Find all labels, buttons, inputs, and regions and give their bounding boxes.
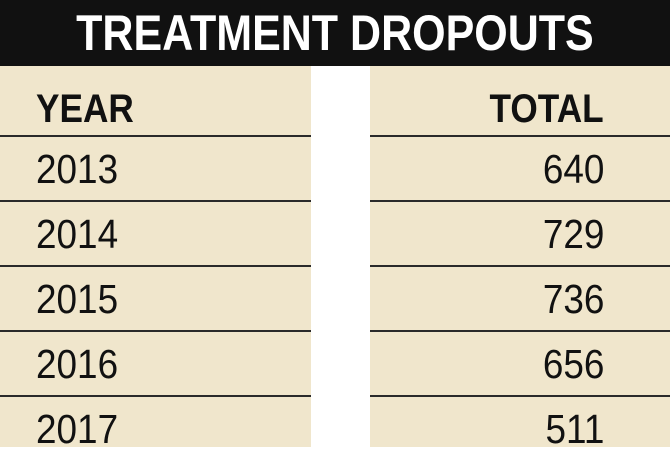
year-column: YEAR 2013 2014 2015 2016 2017 — [0, 66, 311, 452]
total-header-label: TOTAL — [489, 87, 604, 131]
row-divider — [370, 330, 670, 332]
year-cell: 2015 — [0, 267, 311, 331]
row-divider — [0, 200, 311, 202]
row-divider — [370, 200, 670, 202]
year-value: 2017 — [36, 406, 119, 452]
total-column: TOTAL 640 729 736 656 511 — [370, 66, 670, 452]
row-divider — [0, 330, 311, 332]
row-divider — [0, 135, 311, 137]
year-value: 2013 — [36, 146, 119, 192]
total-value: 736 — [542, 276, 604, 322]
row-divider — [370, 135, 670, 137]
total-column-header: TOTAL — [370, 74, 670, 144]
total-cell: 656 — [370, 332, 670, 396]
year-column-header: YEAR — [0, 74, 311, 144]
year-cell: 2013 — [0, 137, 311, 201]
year-cell: 2014 — [0, 202, 311, 266]
total-value: 640 — [542, 146, 604, 192]
row-divider — [370, 265, 670, 267]
year-value: 2015 — [36, 276, 119, 322]
table-title: TREATMENT DROPOUTS — [0, 0, 670, 66]
total-cell: 640 — [370, 137, 670, 201]
total-value: 511 — [545, 406, 604, 452]
total-value: 656 — [542, 341, 604, 387]
row-divider — [0, 395, 311, 397]
total-value: 729 — [542, 211, 604, 257]
year-value: 2014 — [36, 211, 119, 257]
year-header-label: YEAR — [36, 87, 134, 131]
total-cell: 736 — [370, 267, 670, 331]
total-cell: 729 — [370, 202, 670, 266]
year-cell: 2016 — [0, 332, 311, 396]
year-cell: 2017 — [0, 397, 311, 461]
year-value: 2016 — [36, 341, 119, 387]
row-divider — [370, 395, 670, 397]
total-cell: 511 — [370, 397, 670, 461]
table-title-text: TREATMENT DROPOUTS — [76, 5, 594, 61]
row-divider — [0, 265, 311, 267]
